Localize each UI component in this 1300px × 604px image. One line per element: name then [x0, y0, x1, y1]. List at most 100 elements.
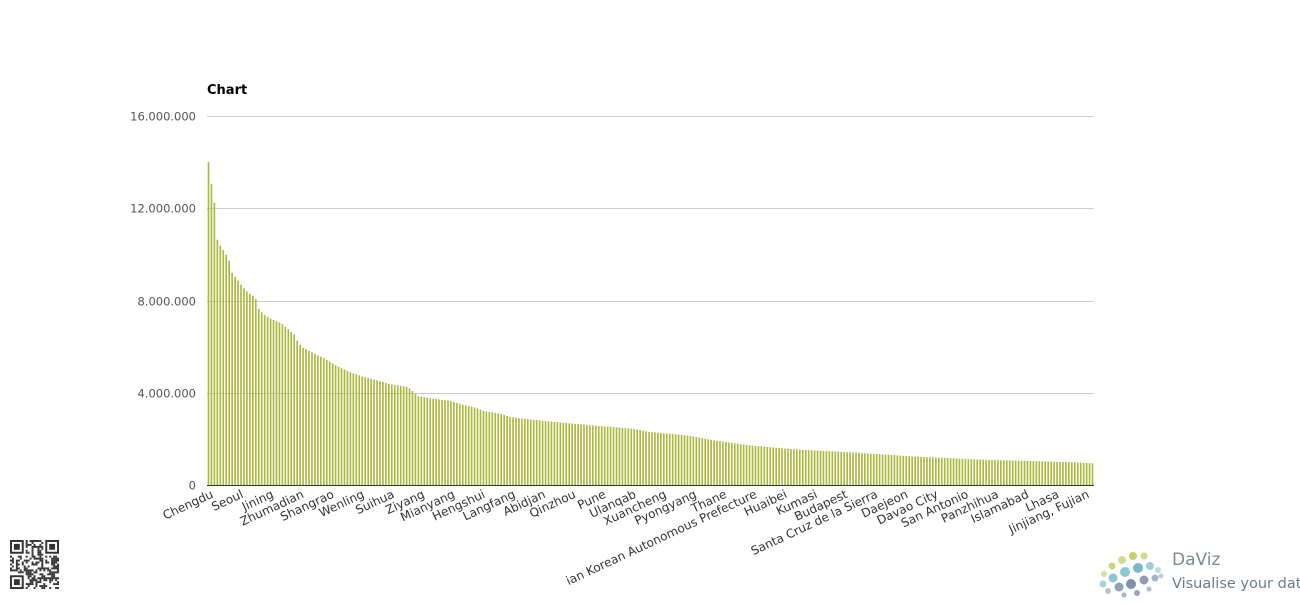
bar — [651, 432, 653, 485]
bar — [355, 374, 358, 485]
bar — [926, 457, 928, 485]
bar — [834, 451, 837, 485]
bar — [361, 376, 364, 485]
bar — [793, 449, 795, 485]
bar — [1085, 463, 1088, 485]
bar — [961, 458, 964, 485]
bar — [760, 446, 763, 485]
bar — [314, 354, 316, 485]
bar — [757, 446, 760, 485]
bar — [890, 455, 893, 485]
bar — [704, 438, 707, 485]
bar — [432, 398, 434, 485]
bar — [736, 443, 739, 485]
bar — [234, 276, 236, 485]
bar — [506, 415, 508, 485]
bar — [887, 454, 890, 485]
bar — [1035, 461, 1038, 485]
bar — [689, 436, 692, 485]
bar — [923, 456, 925, 485]
bar — [497, 413, 500, 485]
bar — [908, 456, 911, 485]
bar — [739, 444, 742, 485]
bar — [769, 447, 772, 485]
bar — [751, 445, 754, 485]
bar — [627, 428, 630, 485]
bar — [260, 312, 263, 485]
bar — [225, 254, 228, 485]
bar — [562, 422, 565, 485]
bar — [624, 428, 627, 485]
bar — [370, 378, 372, 485]
bar — [257, 309, 260, 485]
bar — [231, 272, 233, 485]
bar — [589, 425, 591, 485]
bar — [1014, 460, 1017, 485]
bar — [541, 420, 544, 485]
bar — [340, 368, 343, 485]
bar — [1032, 461, 1035, 485]
bar — [772, 447, 775, 485]
bar — [748, 445, 751, 485]
bar — [1017, 460, 1020, 485]
bar — [597, 425, 600, 485]
bar — [278, 322, 281, 485]
chart-title: Chart — [207, 83, 247, 98]
bar — [435, 399, 437, 485]
bar — [438, 399, 440, 485]
bar — [905, 455, 908, 485]
bar — [745, 444, 748, 485]
bar — [334, 365, 337, 485]
bar — [940, 457, 943, 485]
bar — [376, 380, 378, 485]
bar — [1088, 463, 1091, 485]
bar — [618, 427, 621, 485]
bar — [423, 397, 426, 485]
bar — [467, 406, 470, 485]
bar — [343, 369, 346, 485]
bar — [337, 366, 340, 485]
bar — [1065, 462, 1067, 485]
bar — [470, 406, 473, 485]
bar — [864, 453, 866, 485]
bar — [849, 452, 851, 485]
bar — [920, 456, 922, 485]
bar — [775, 447, 777, 485]
bar — [586, 424, 588, 485]
bar — [662, 433, 665, 485]
bar — [716, 440, 718, 485]
bar — [677, 434, 680, 485]
bar — [964, 458, 967, 485]
bar — [1041, 461, 1044, 485]
bar — [668, 433, 671, 485]
bar — [973, 459, 976, 485]
bar — [754, 445, 757, 485]
bar — [1091, 463, 1094, 485]
bar — [766, 446, 769, 485]
bar — [414, 393, 417, 485]
qr-code-icon — [10, 540, 59, 589]
bar — [272, 319, 275, 485]
bar — [287, 329, 290, 485]
bar — [509, 416, 511, 485]
bar — [893, 455, 896, 485]
bar — [988, 459, 990, 485]
bar — [630, 428, 633, 485]
bar — [869, 453, 872, 485]
bar — [402, 386, 405, 485]
bar — [500, 414, 503, 485]
bar — [840, 451, 843, 485]
bar — [1082, 462, 1085, 485]
bar — [559, 422, 562, 485]
bar — [991, 459, 993, 485]
bar — [571, 423, 573, 485]
bar — [311, 352, 313, 485]
bar — [243, 288, 245, 485]
bar — [1029, 461, 1032, 485]
bar — [473, 407, 476, 485]
bar — [985, 459, 987, 485]
bar — [494, 412, 497, 485]
bar — [648, 431, 650, 485]
bar — [382, 382, 384, 485]
